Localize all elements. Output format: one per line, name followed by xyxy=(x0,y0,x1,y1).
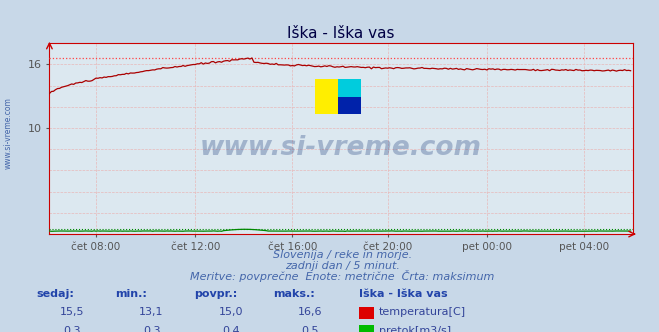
Text: povpr.:: povpr.: xyxy=(194,289,238,299)
Text: Meritve: povprečne  Enote: metrične  Črta: maksimum: Meritve: povprečne Enote: metrične Črta:… xyxy=(190,270,495,282)
Text: Iška - Iška vas: Iška - Iška vas xyxy=(359,289,447,299)
Text: 15,0: 15,0 xyxy=(218,307,243,317)
Text: 0,3: 0,3 xyxy=(64,326,81,332)
Bar xyxy=(338,79,361,97)
Text: 0,5: 0,5 xyxy=(301,326,318,332)
Text: www.si-vreme.com: www.si-vreme.com xyxy=(200,135,482,161)
Text: 16,6: 16,6 xyxy=(297,307,322,317)
Text: 0,4: 0,4 xyxy=(222,326,239,332)
Text: 0,3: 0,3 xyxy=(143,326,160,332)
Text: pretok[m3/s]: pretok[m3/s] xyxy=(379,326,451,332)
Text: min.:: min.: xyxy=(115,289,147,299)
Bar xyxy=(338,97,361,114)
Text: www.si-vreme.com: www.si-vreme.com xyxy=(3,97,13,169)
Bar xyxy=(315,79,338,114)
Title: Iška - Iška vas: Iška - Iška vas xyxy=(287,26,395,41)
Text: maks.:: maks.: xyxy=(273,289,315,299)
Text: sedaj:: sedaj: xyxy=(36,289,74,299)
Text: temperatura[C]: temperatura[C] xyxy=(379,307,466,317)
Text: Slovenija / reke in morje.: Slovenija / reke in morje. xyxy=(273,250,413,260)
Text: 13,1: 13,1 xyxy=(139,307,164,317)
Text: zadnji dan / 5 minut.: zadnji dan / 5 minut. xyxy=(285,261,400,271)
Text: 15,5: 15,5 xyxy=(60,307,85,317)
